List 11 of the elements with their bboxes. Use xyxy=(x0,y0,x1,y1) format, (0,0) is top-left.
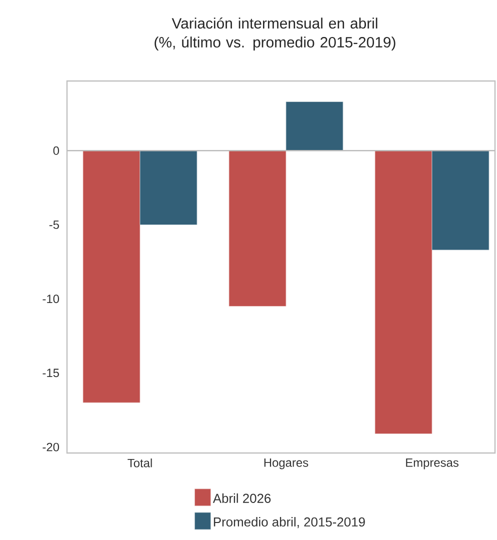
x-tick-label: Hogares xyxy=(264,458,308,470)
x-tick-label: Empresas xyxy=(406,458,458,470)
x-tick-label: Total xyxy=(128,458,152,468)
y-tick-label: -20 xyxy=(42,442,60,452)
legend-label: Abril 2026 xyxy=(212,493,271,503)
y-tick-label: -5 xyxy=(49,220,59,229)
legend-label: Promedio abril, 2015-2019 xyxy=(214,517,365,528)
y-tick-label: -10 xyxy=(42,294,60,304)
y-tick-label: 0 xyxy=(53,146,60,155)
chart-title: Variación intermensual en abril (%, último vs. promedio 2015-2019) xyxy=(154,17,396,51)
y-tick-label: -15 xyxy=(42,368,59,378)
